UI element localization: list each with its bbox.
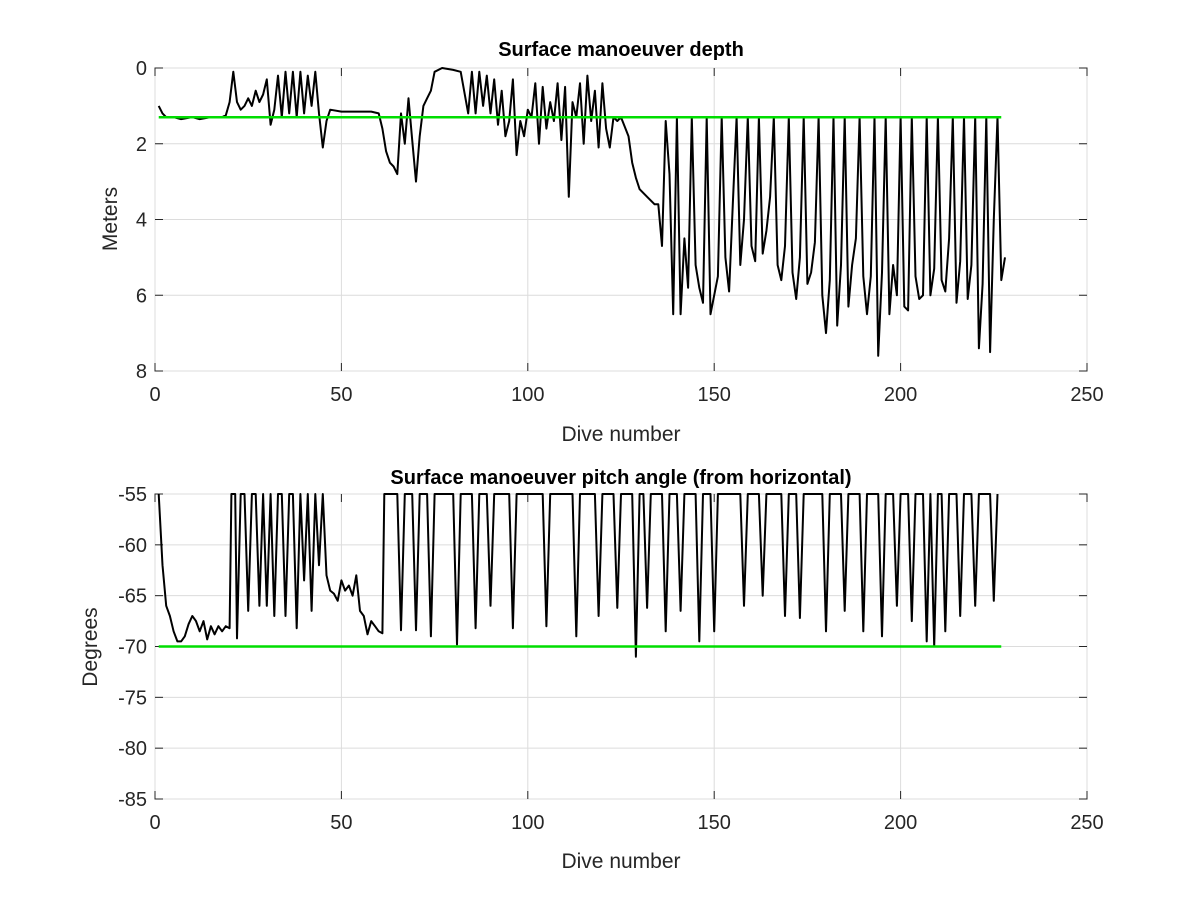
pitch-y-axis-label: Degrees (79, 607, 102, 686)
depth-x-tick-label: 100 (511, 384, 544, 406)
depth-data-line (157, 67, 1006, 357)
depth-x-tick-label: 50 (330, 384, 352, 406)
pitch-y-tick-label: -70 (118, 637, 147, 659)
pitch-chart: 0 50 100 150 200 250 -55 -60 -65 -70 -75 -80 -85 Sur… (79, 467, 1104, 873)
depth-x-axis-label: Dive number (561, 423, 680, 446)
depth-y-tick-label: 0 (136, 58, 147, 80)
depth-y-tick-label: 8 (136, 361, 147, 383)
pitch-x-tick-label: 50 (330, 812, 352, 834)
depth-chart: 0 50 100 150 200 250 0 2 4 6 8 Surface manoeuver d… (99, 39, 1104, 446)
pitch-y-tick-label: -80 (118, 738, 147, 760)
depth-y-tick-label: 4 (136, 210, 147, 232)
depth-x-tick-label: 150 (698, 384, 731, 406)
depth-chart-title: Surface manoeuver depth (498, 39, 744, 61)
pitch-x-tick-label: 100 (511, 812, 544, 834)
depth-x-tick-label: 0 (149, 384, 160, 406)
pitch-chart-title: Surface manoeuver pitch angle (from hori… (390, 467, 851, 489)
depth-grid (154, 67, 1088, 372)
depth-y-tick-label: 6 (136, 285, 147, 307)
pitch-y-tick-label: -55 (118, 484, 147, 506)
pitch-y-tick-label: -60 (118, 535, 147, 557)
pitch-x-tick-label: 150 (698, 812, 731, 834)
pitch-x-tick-label: 250 (1070, 812, 1103, 834)
pitch-data-line (157, 493, 999, 658)
depth-x-tick-label: 200 (884, 384, 917, 406)
pitch-x-tick-label: 0 (149, 812, 160, 834)
pitch-tick-labels: 0 50 100 150 200 250 -55 -60 -65 -70 -75 -80 -85 (118, 484, 1104, 834)
depth-tick-labels: 0 50 100 150 200 250 0 2 4 6 8 (136, 58, 1104, 406)
depth-y-axis-label: Meters (99, 187, 122, 251)
depth-ticks (154, 67, 1088, 372)
pitch-y-tick-label: -65 (118, 586, 147, 608)
pitch-x-axis-label: Dive number (561, 850, 680, 873)
depth-series (157, 67, 1006, 357)
depth-x-tick-label: 250 (1070, 384, 1103, 406)
depth-y-tick-label: 2 (136, 134, 147, 156)
pitch-y-tick-label: -75 (118, 687, 147, 709)
pitch-series (157, 493, 1002, 658)
pitch-y-tick-label: -85 (118, 789, 147, 811)
pitch-x-tick-label: 200 (884, 812, 917, 834)
